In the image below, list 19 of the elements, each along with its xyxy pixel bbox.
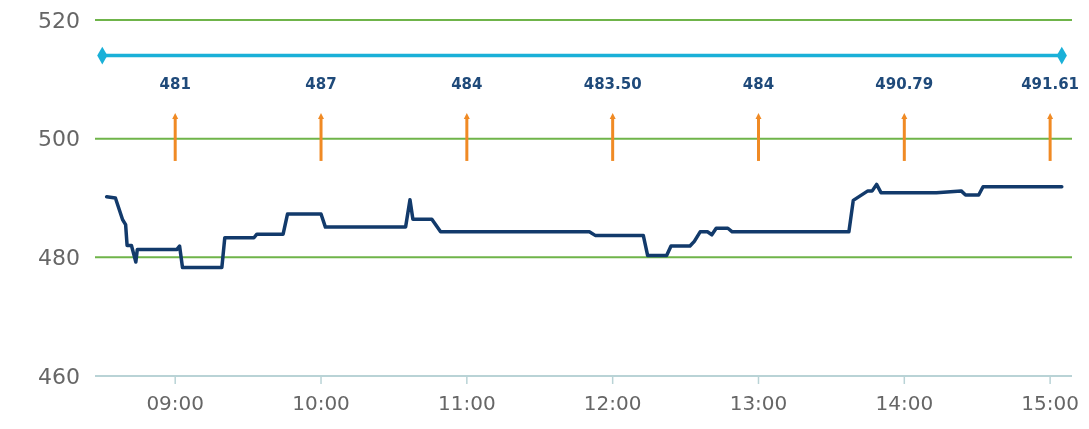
x-tick-label: 11:00 [438,391,496,415]
y-tick-label: 520 [38,7,80,33]
annotation: 487 [305,74,337,93]
x-tick-label: 12:00 [583,391,642,415]
annotation: 491.61 [1021,74,1080,93]
y-tick-label: 500 [38,126,80,152]
annotation: 490.79 [875,74,934,93]
y-tick-label: 480 [38,245,80,271]
annotation: 481 [159,74,191,93]
y-tick-label: 460 [38,363,80,389]
x-tick-label: 13:00 [729,391,788,415]
line-series [104,182,1064,270]
x-tick-label: 15:00 [1021,391,1079,415]
annotation: 483.50 [583,74,642,93]
annotation: 484 [742,74,775,93]
x-tick-label: 09:00 [146,391,205,415]
x-tick-label: 14:00 [875,391,934,415]
x-tick-label: 10:00 [292,391,350,415]
annotation: 484 [451,74,483,93]
